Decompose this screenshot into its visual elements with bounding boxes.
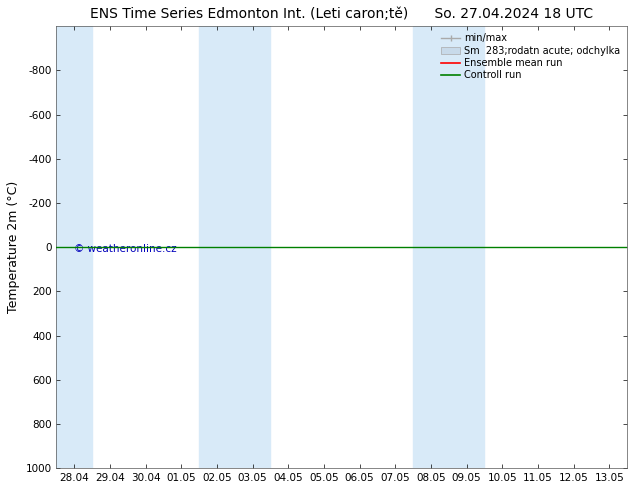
Bar bbox=[56, 26, 92, 468]
Bar bbox=[199, 26, 271, 468]
Text: © weatheronline.cz: © weatheronline.cz bbox=[74, 245, 176, 254]
Y-axis label: Temperature 2m (°C): Temperature 2m (°C) bbox=[7, 181, 20, 314]
Legend: min/max, Sm  283;rodatn acute; odchylka, Ensemble mean run, Controll run: min/max, Sm 283;rodatn acute; odchylka, … bbox=[439, 31, 622, 82]
Title: ENS Time Series Edmonton Int. (Leti caron;tě)      So. 27.04.2024 18 UTC: ENS Time Series Edmonton Int. (Leti caro… bbox=[90, 7, 593, 21]
Bar bbox=[413, 26, 484, 468]
